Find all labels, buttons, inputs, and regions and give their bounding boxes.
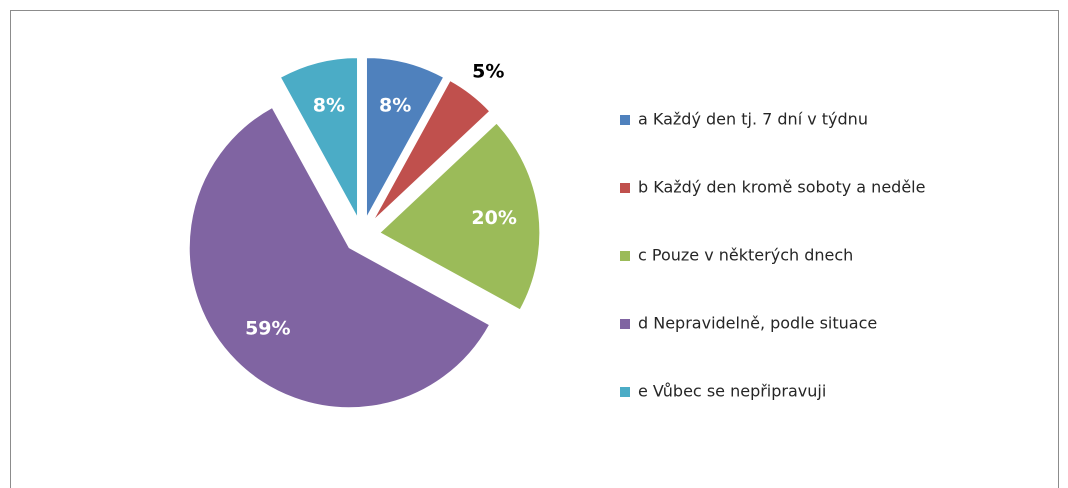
slice-label: 8% xyxy=(313,94,345,116)
pie-slice xyxy=(365,57,445,218)
pie-slice xyxy=(379,122,541,311)
legend-swatch xyxy=(620,319,630,329)
slice-label: 20% xyxy=(471,207,516,229)
legend-label: c Pouze v některých dnech xyxy=(638,246,853,265)
pie-slice xyxy=(188,106,491,409)
slice-label: 8% xyxy=(379,94,411,116)
legend-swatch xyxy=(620,251,630,261)
legend-label: e Vůbec se nepřipravuji xyxy=(638,382,826,401)
pie-slice xyxy=(279,57,359,218)
legend-swatch xyxy=(620,115,630,125)
slice-label: 59% xyxy=(245,318,290,340)
legend-swatch xyxy=(620,387,630,397)
pie-slice xyxy=(372,79,491,222)
legend-swatch xyxy=(620,183,630,193)
legend-label: d Nepravidelně, podle situace xyxy=(638,314,877,333)
legend-label: b Každý den kromě soboty a neděle xyxy=(638,178,925,197)
slice-label: 5% xyxy=(472,61,504,83)
legend-label: a Každý den tj. 7 dní v týdnu xyxy=(638,110,868,129)
